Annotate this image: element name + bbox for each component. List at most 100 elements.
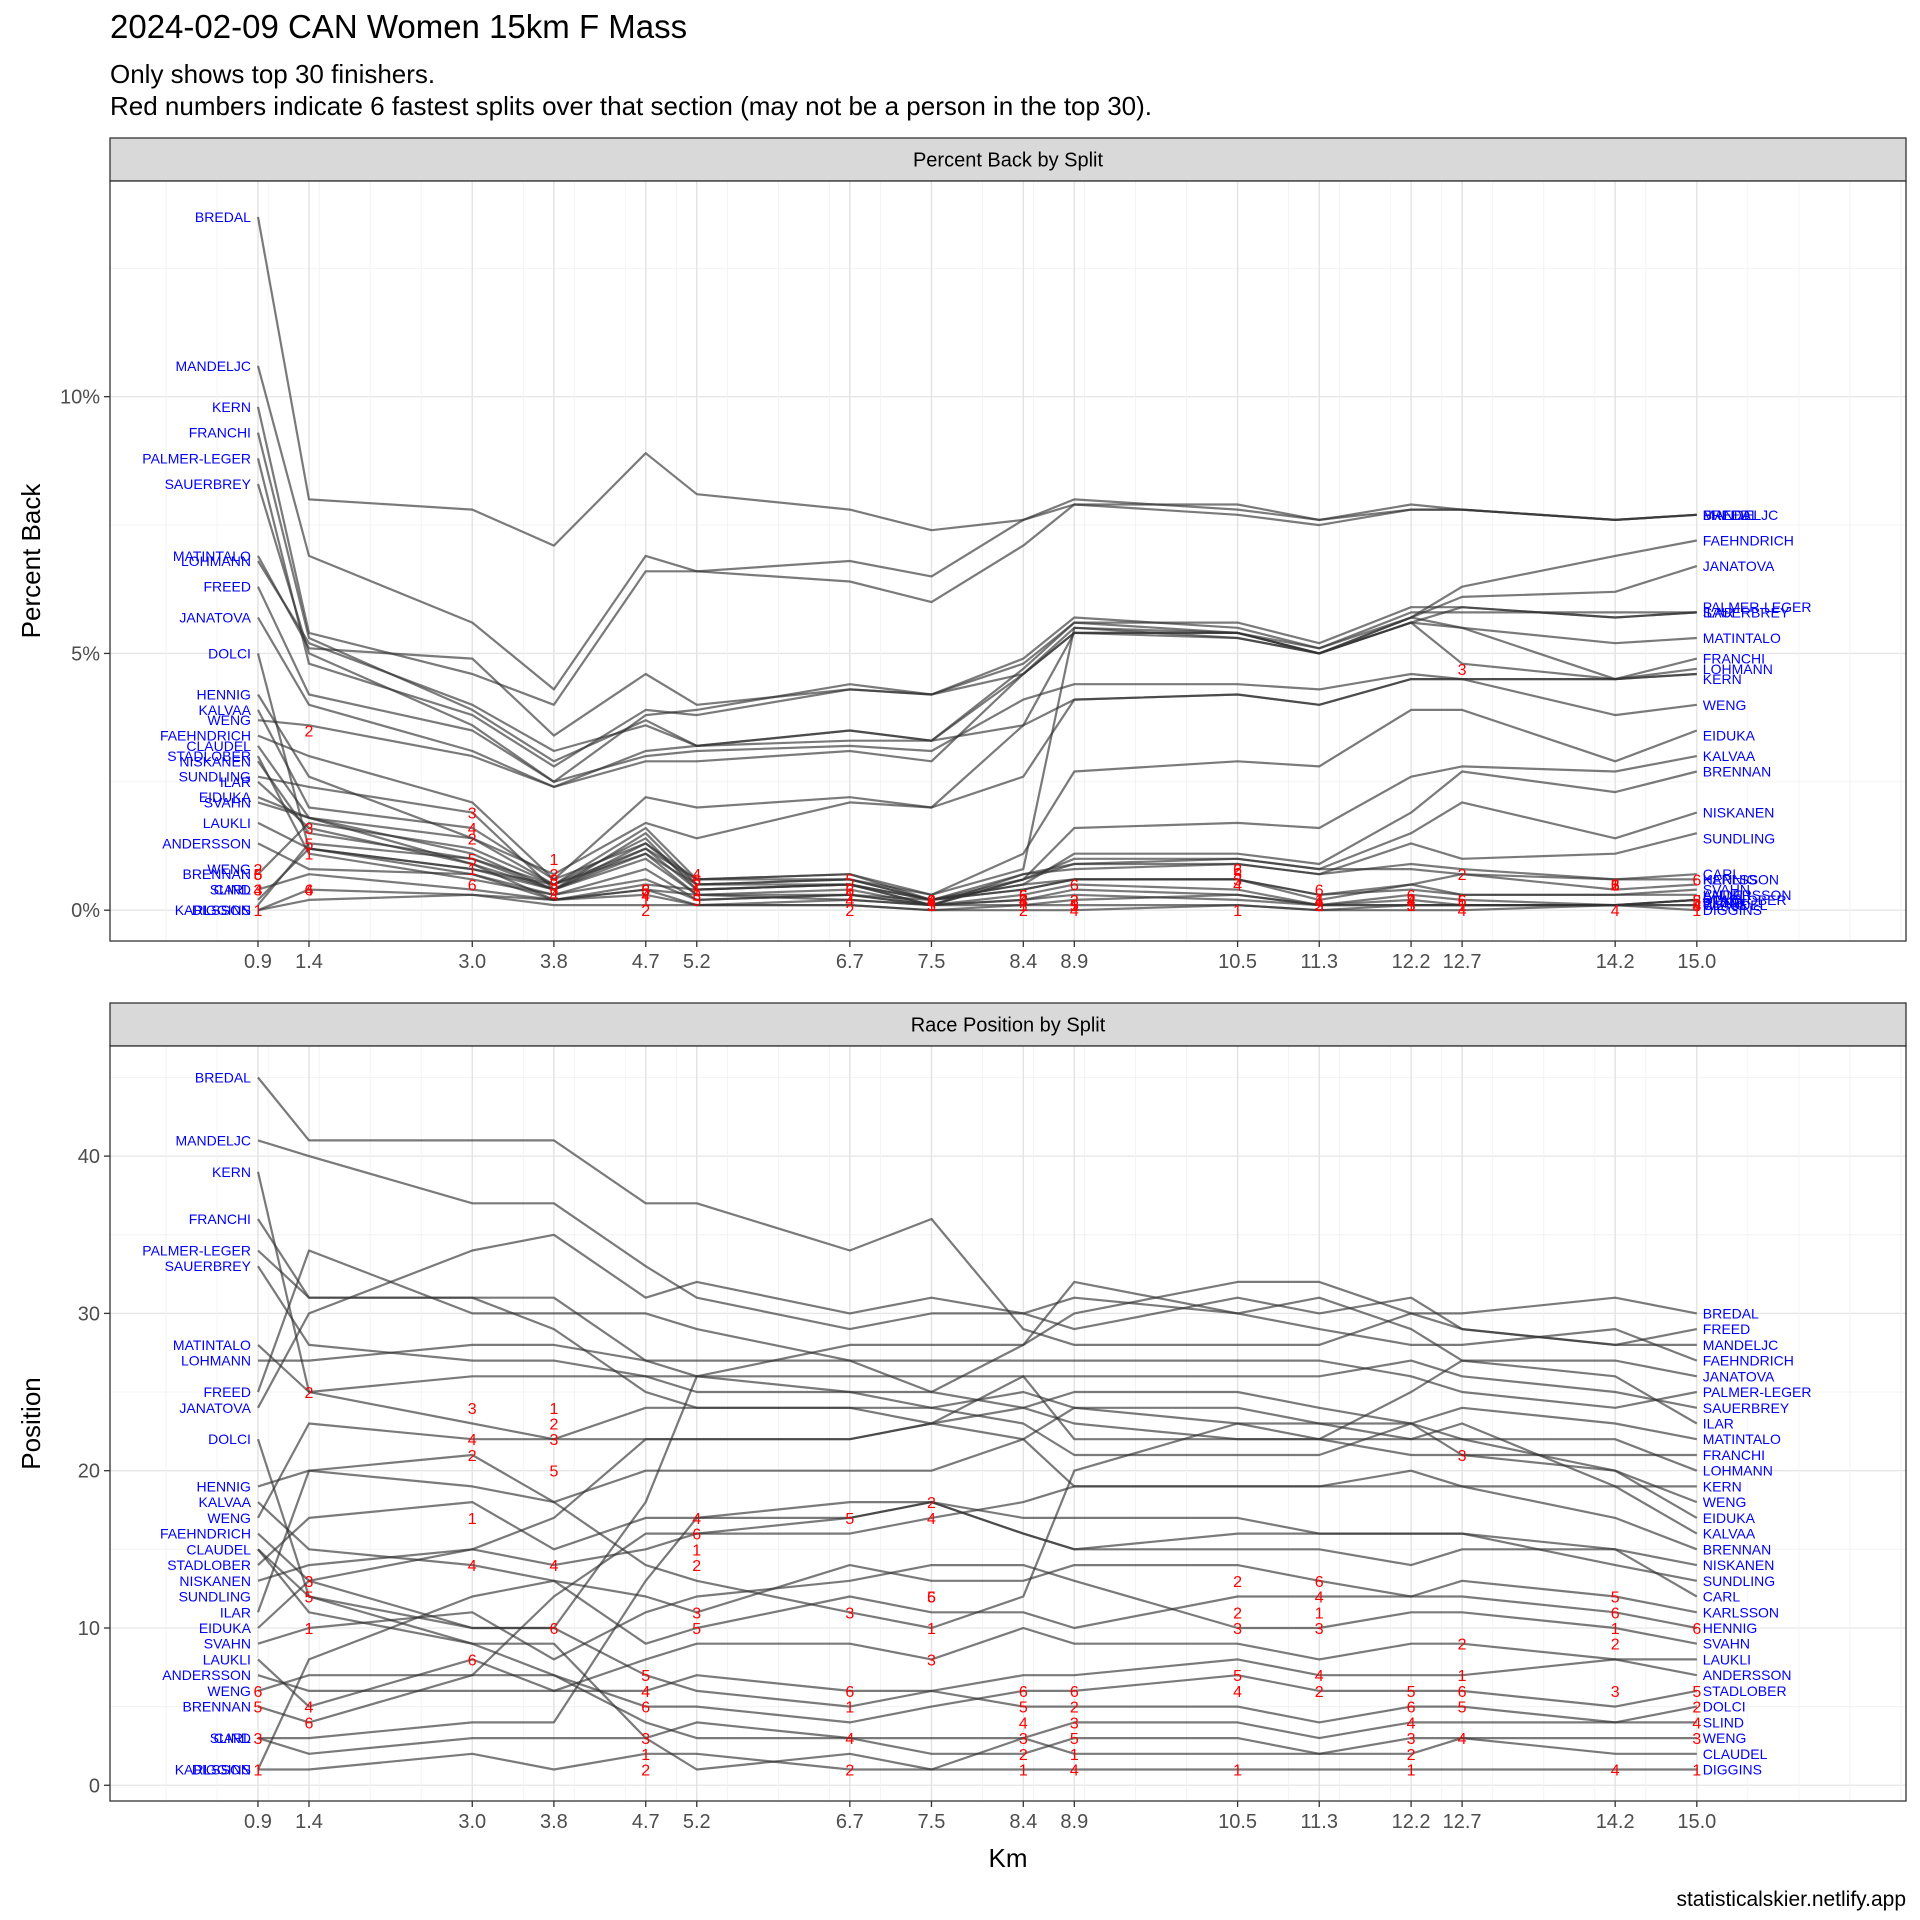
start-name-label: FREED bbox=[204, 1384, 251, 1400]
rank-mark: 2 bbox=[305, 1385, 314, 1402]
rank-mark: 5 bbox=[1611, 878, 1620, 895]
end-name-label: WENG bbox=[1703, 1730, 1747, 1746]
end-name-label: DIGGINS bbox=[1703, 902, 1762, 918]
rank-mark: 5 bbox=[1458, 893, 1467, 910]
start-name-label: CLAUDEL bbox=[186, 738, 251, 754]
rank-mark: 2 bbox=[1692, 893, 1701, 910]
subtitle-line-1: Only shows top 30 finishers. bbox=[110, 59, 436, 89]
x-tick-label: 3.0 bbox=[458, 951, 486, 973]
end-name-label: LOHMANN bbox=[1703, 661, 1773, 677]
start-name-label: SVAHN bbox=[204, 794, 251, 810]
y-tick-label: 40 bbox=[78, 1146, 100, 1168]
rank-mark: 1 bbox=[1692, 1763, 1701, 1780]
rank-mark: 4 bbox=[549, 888, 558, 905]
rank-mark: 4 bbox=[1692, 1715, 1701, 1732]
rank-mark: 1 bbox=[1458, 898, 1467, 915]
x-tick-label: 3.8 bbox=[540, 1811, 568, 1833]
rank-mark: 5 bbox=[1019, 1700, 1028, 1717]
end-name-label: MATINTALO bbox=[1703, 630, 1781, 646]
rank-mark: 4 bbox=[845, 893, 854, 910]
rank-mark: 6 bbox=[549, 1621, 558, 1638]
series-line-palmer-leger bbox=[256, 458, 1697, 768]
end-name-label: ANDERSSON bbox=[1703, 887, 1792, 903]
x-tick-label: 3.0 bbox=[458, 1811, 486, 1833]
start-name-label: BREDAL bbox=[195, 1069, 251, 1085]
start-name-label: NISKANEN bbox=[179, 753, 251, 769]
x-axis-title: Km bbox=[989, 1843, 1028, 1873]
rank-mark: 3 bbox=[692, 888, 701, 905]
series-line-claudel bbox=[257, 1548, 1697, 1771]
start-name-label: SAUERBREY bbox=[165, 1258, 252, 1274]
rank-mark: 4 bbox=[1611, 903, 1620, 920]
start-name-label: ANDERSSON bbox=[162, 835, 251, 851]
rank-mark: 4 bbox=[927, 1511, 936, 1528]
rank-mark: 1 bbox=[305, 1621, 314, 1638]
rank-mark: 3 bbox=[1070, 1715, 1079, 1732]
rank-mark: 2 bbox=[468, 1448, 477, 1465]
rank-mark: 4 bbox=[1407, 893, 1416, 910]
start-name-label: STADLOBER bbox=[167, 1557, 251, 1573]
rank-mark: 2 bbox=[927, 1495, 936, 1512]
start-name-label: MATINTALO bbox=[173, 548, 251, 564]
rank-mark: 4 bbox=[1070, 1763, 1079, 1780]
rank-mark: 6 bbox=[692, 872, 701, 889]
end-name-label: FAEHNDRICH bbox=[1703, 532, 1794, 548]
rank-mark: 1 bbox=[305, 847, 314, 864]
rank-mark: 2 bbox=[468, 831, 477, 848]
rank-mark: 1 bbox=[1407, 898, 1416, 915]
rank-mark: 5 bbox=[549, 1464, 558, 1481]
rank-mark: 2 bbox=[641, 903, 650, 920]
x-tick-label: 7.5 bbox=[918, 1811, 946, 1833]
chart-subtitle: Only shows top 30 finishers. Red numbers… bbox=[110, 58, 1152, 122]
rank-mark: 6 bbox=[692, 1527, 701, 1544]
start-name-label: DOLCI bbox=[208, 645, 251, 661]
start-name-label: BRENNAN bbox=[182, 866, 250, 882]
end-name-label: DIGGINS bbox=[1703, 1762, 1762, 1778]
x-tick-label: 0.9 bbox=[244, 951, 272, 973]
rank-mark: 2 bbox=[692, 878, 701, 895]
x-tick-label: 8.4 bbox=[1009, 1811, 1037, 1833]
rank-mark: 1 bbox=[468, 862, 477, 879]
end-name-label: LAUKLI bbox=[1703, 887, 1751, 903]
rank-mark: 1 bbox=[1070, 1747, 1079, 1764]
rank-mark: 1 bbox=[1407, 1763, 1416, 1780]
start-name-label: KERN bbox=[212, 1164, 251, 1180]
x-tick-label: 7.5 bbox=[918, 951, 946, 973]
series-line-sauerbrey bbox=[257, 1265, 1698, 1409]
rank-mark: 4 bbox=[305, 1700, 314, 1717]
x-tick-label: 8.4 bbox=[1009, 951, 1037, 973]
end-name-label: JANATOVA bbox=[1703, 558, 1775, 574]
rank-mark: 2 bbox=[1315, 898, 1324, 915]
rank-mark: 2 bbox=[1019, 903, 1028, 920]
end-name-label: WENG bbox=[1703, 697, 1747, 713]
rank-mark: 4 bbox=[468, 1558, 477, 1575]
rank-mark: 6 bbox=[1233, 862, 1242, 879]
facet-strip bbox=[109, 1002, 1907, 1047]
rank-mark: 6 bbox=[845, 1684, 854, 1701]
rank-mark: 5 bbox=[1233, 867, 1242, 884]
start-name-label: ILAR bbox=[220, 774, 251, 790]
rank-mark: 4 bbox=[254, 883, 263, 900]
x-tick-label: 12.2 bbox=[1392, 1811, 1431, 1833]
rank-mark: 3 bbox=[1458, 1448, 1467, 1465]
rank-mark: 4 bbox=[1019, 893, 1028, 910]
end-name-label: DOLCI bbox=[1703, 892, 1746, 908]
y-axis-title: Percent Back bbox=[16, 483, 46, 639]
rank-mark: 3 bbox=[845, 883, 854, 900]
end-name-label: SUNDLING bbox=[1703, 830, 1775, 846]
rank-mark: 1 bbox=[1611, 878, 1620, 895]
rank-mark: 5 bbox=[305, 836, 314, 853]
rank-mark: 1 bbox=[1070, 898, 1079, 915]
rank-mark: 5 bbox=[305, 1590, 314, 1607]
x-tick-label: 8.9 bbox=[1060, 1811, 1088, 1833]
rank-mark: 2 bbox=[1315, 1684, 1324, 1701]
rank-mark: 1 bbox=[641, 1747, 650, 1764]
rank-mark: 4 bbox=[1407, 1715, 1416, 1732]
end-name-label: HENNIG bbox=[1703, 871, 1757, 887]
x-tick-label: 6.7 bbox=[836, 951, 864, 973]
rank-mark: 5 bbox=[1070, 898, 1079, 915]
rank-mark: 4 bbox=[692, 867, 701, 884]
x-tick-label: 5.2 bbox=[683, 951, 711, 973]
rank-mark: 6 bbox=[305, 883, 314, 900]
end-name-label: DOLCI bbox=[1703, 1699, 1746, 1715]
